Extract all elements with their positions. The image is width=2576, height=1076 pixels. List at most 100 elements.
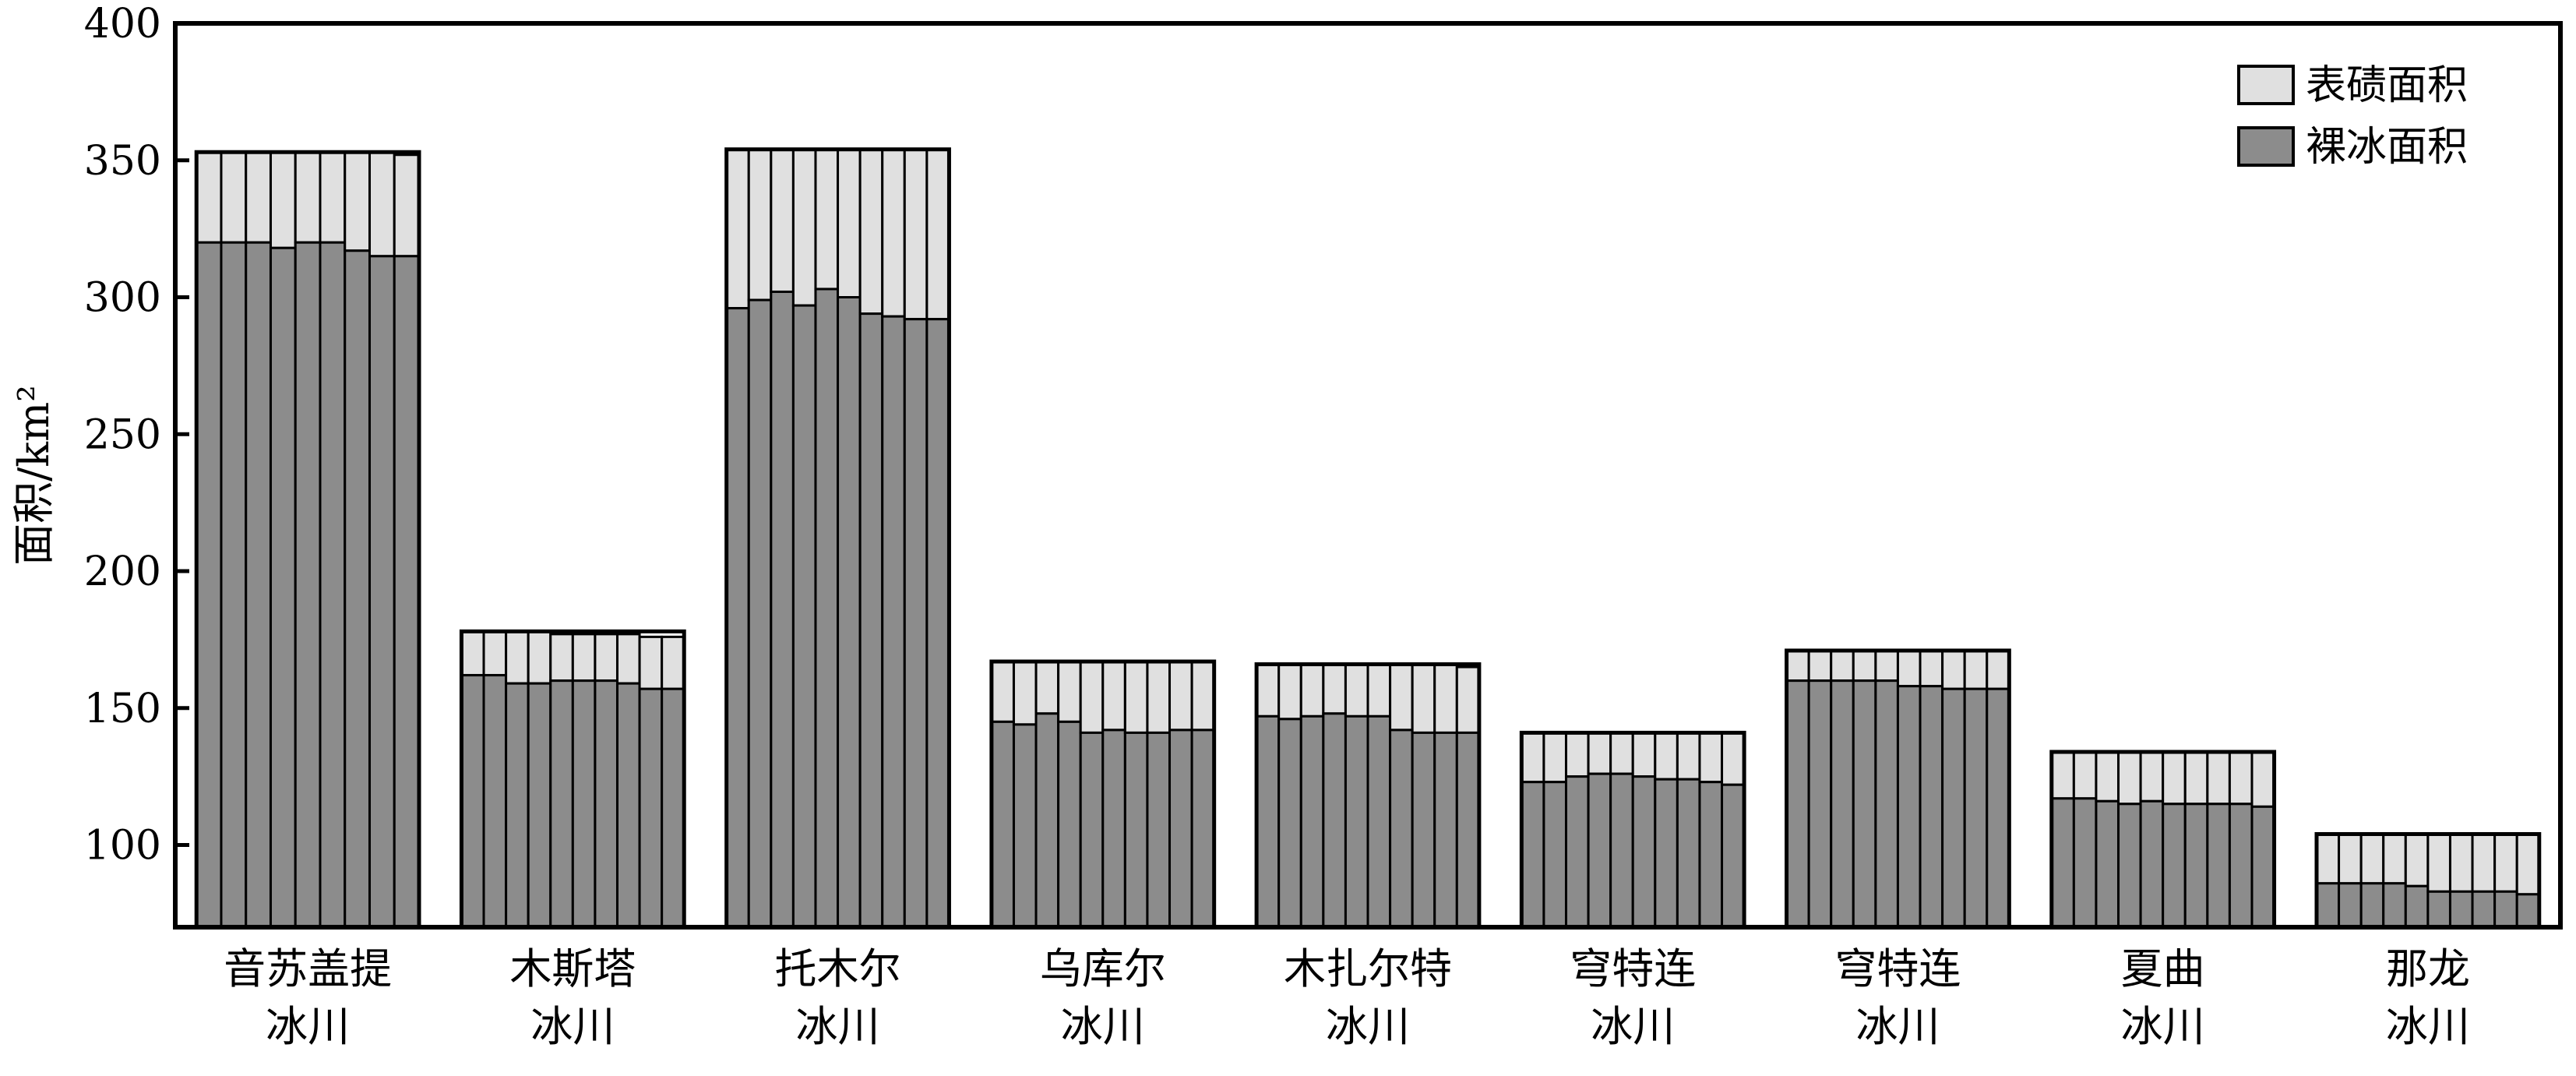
bar-debris-segment <box>2117 750 2142 806</box>
bar-group <box>194 150 421 930</box>
bar-bare-ice-segment <box>1609 772 1634 929</box>
bar-bare-ice-segment <box>990 720 1015 929</box>
bar-debris-segment <box>1542 731 1567 784</box>
bar-bare-ice-segment <box>2471 890 2497 929</box>
category-label-line2: 冰川 <box>1591 1002 1675 1051</box>
bar-bare-ice-segment <box>791 304 817 929</box>
bar-debris-segment <box>903 148 929 321</box>
bar-bare-ice-segment <box>1520 781 1545 929</box>
bar-bare-ice-segment <box>2382 882 2407 929</box>
bar-debris-segment <box>2471 832 2497 893</box>
bar-debris-segment <box>245 150 272 244</box>
bar-debris-segment <box>2404 832 2430 887</box>
bar-debris-segment <box>1034 660 1060 715</box>
bar-bare-ice-segment <box>615 682 641 929</box>
bar-debris-segment <box>990 660 1015 723</box>
bar-bare-ice-segment <box>482 674 508 929</box>
bar-debris-segment <box>294 150 322 244</box>
y-axis: 100 150 200 250 300 350 400 <box>84 1 189 870</box>
bar-group <box>1785 648 2011 930</box>
bar-debris-segment <box>2338 832 2363 885</box>
bar-debris-segment <box>1609 731 1634 775</box>
category-label-line2: 冰川 <box>2121 1002 2205 1051</box>
category-label-line1: 托木尔 <box>775 944 901 993</box>
bar-bare-ice-segment <box>594 679 618 929</box>
bar-group <box>2049 750 2277 930</box>
bar-bare-ice-segment <box>2050 797 2075 929</box>
legend-swatch-debris <box>2237 65 2295 105</box>
bar-debris-segment <box>1874 649 1899 683</box>
bar-bare-ice-segment <box>661 687 685 929</box>
bar-debris-segment <box>505 630 530 685</box>
category-label-line2: 冰川 <box>1061 1002 1145 1051</box>
bar-debris-segment <box>925 148 950 321</box>
bar-bare-ice-segment <box>2426 890 2451 929</box>
plot-frame <box>173 21 2563 930</box>
bar-debris-segment <box>661 635 685 690</box>
bar-bare-ice-segment <box>1896 685 1922 929</box>
bar-debris-segment <box>1830 649 1855 683</box>
bar-debris-segment <box>1433 663 1458 734</box>
bar-bare-ice-segment <box>881 315 906 929</box>
bar-bare-ice-segment <box>269 246 297 929</box>
bar-debris-segment <box>1587 731 1612 775</box>
bar-debris-segment <box>2515 832 2541 896</box>
category-label-line1: 穹特连 <box>1570 944 1696 993</box>
bar-bare-ice-segment <box>2315 882 2341 929</box>
bar-debris-segment <box>2139 750 2165 803</box>
bar-bare-ice-segment <box>2162 803 2187 929</box>
bar-debris-segment <box>1698 731 1724 784</box>
bar-bare-ice-segment <box>319 241 347 929</box>
bar-debris-segment <box>1919 649 1944 688</box>
bar-bare-ice-segment <box>903 318 929 929</box>
bar-bare-ice-segment <box>1366 714 1392 929</box>
bar-bare-ice-segment <box>460 674 485 929</box>
bar-group <box>989 659 1217 930</box>
bar-debris-segment <box>1411 663 1436 734</box>
bar-bare-ice-segment <box>294 241 322 929</box>
category-label-line2: 冰川 <box>530 1002 615 1051</box>
bar-bare-ice-segment <box>2250 805 2276 929</box>
bar-debris-segment <box>1721 731 1746 786</box>
bar-debris-segment <box>2228 750 2254 806</box>
bar-debris-segment <box>2206 750 2231 806</box>
bar-debris-segment <box>1564 731 1590 778</box>
bar-debris-segment <box>1455 665 1481 734</box>
bar-debris-segment <box>1299 663 1325 718</box>
bar-debris-segment <box>2493 832 2518 893</box>
bar-bare-ice-segment <box>858 312 884 929</box>
bar-bare-ice-segment <box>1874 679 1899 929</box>
bar-bare-ice-segment <box>1146 731 1172 929</box>
category-label-line2: 冰川 <box>1855 1002 1940 1051</box>
bar-bare-ice-segment <box>2072 797 2098 929</box>
bar-bare-ice-segment <box>1830 679 1855 929</box>
bar-bare-ice-segment <box>1631 775 1657 929</box>
bar-bare-ice-segment <box>725 307 750 929</box>
legend: 表碛面积 裸冰面积 <box>2237 62 2468 171</box>
bar-debris-segment <box>2050 750 2075 800</box>
bar-bare-ice-segment <box>1587 772 1612 929</box>
bar-group <box>1519 730 1746 930</box>
bar-debris-segment <box>571 633 597 683</box>
bar-bare-ice-segment <box>2117 803 2142 929</box>
y-tick-label: 100 <box>84 823 161 870</box>
bar-debris-segment <box>2072 750 2098 800</box>
bar-bare-ice-segment <box>1277 718 1302 929</box>
bar-bare-ice-segment <box>1654 778 1679 929</box>
bar-debris-segment <box>881 148 906 318</box>
bar-debris-segment <box>549 633 574 683</box>
bar-debris-segment <box>2382 832 2407 885</box>
bar-debris-segment <box>1986 649 2010 690</box>
bar-debris-segment <box>615 633 641 685</box>
bar-bare-ice-segment <box>549 679 574 929</box>
bar-bare-ice-segment <box>1721 783 1746 929</box>
bar-debris-segment <box>368 150 396 258</box>
bar-bare-ice-segment <box>2448 890 2474 929</box>
bar-debris-segment <box>2162 750 2187 806</box>
bar-bare-ice-segment <box>195 241 223 929</box>
bar-bare-ice-segment <box>1963 687 1989 929</box>
category-label-line2: 冰川 <box>266 1002 350 1051</box>
